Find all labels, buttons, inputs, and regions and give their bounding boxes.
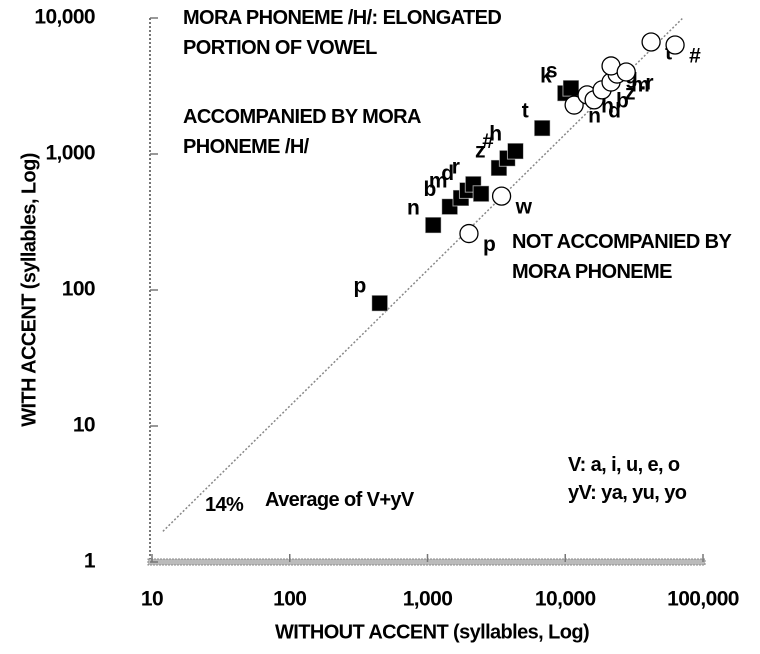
point-label: t [522,100,529,123]
y-tick-label: 10,000 [34,6,95,29]
point [371,294,389,312]
point-label: d [441,162,453,185]
x-axis [147,558,706,566]
point [665,35,685,55]
x-axis-label: WITHOUT ACCENT (syllables, Log) [275,621,589,643]
y-tick-label: 1,000 [45,142,95,165]
y-tick-label: 1 [84,550,96,573]
point-label: b [616,89,628,112]
x-tick-label: 100 [273,588,306,611]
point [533,119,551,137]
point [616,62,636,82]
point-label: m [631,74,649,97]
point-label: k [540,65,552,88]
point [562,79,580,97]
y-tick-label: 10 [73,414,95,437]
legend-label: NOT ACCOMPANIED BY MORA PHONEME [512,231,731,283]
point-label: p [483,233,495,256]
point-label: s [546,60,557,83]
point [424,216,442,234]
y-axis-label: WITH ACCENT (syllables, Log) [18,153,40,427]
point [564,95,584,115]
y-tick-label: 100 [62,278,95,301]
point-label: n [407,197,419,220]
annotation: Average of V+yV [265,489,414,511]
point [641,32,661,52]
point-label: z [475,139,485,162]
annotation: yV: ya, yu, yo [568,482,687,504]
point-label: n [588,105,600,128]
point-label: # [482,130,494,153]
point-label: m [429,170,447,193]
point-label: r [452,156,460,179]
point-label: w [515,196,533,219]
annotation: V: a, i, u, e, o [568,454,680,476]
x-tick-label: 10 [141,588,163,611]
point [472,185,490,203]
point [491,186,512,206]
x-tick-label: 1,000 [403,588,453,611]
point [506,142,524,160]
point-label: z [625,82,635,105]
point-label: p [353,275,365,298]
point-label: t [665,42,672,65]
point-label: h [489,123,501,146]
point-label: d [608,99,620,122]
point-label: .r [640,72,653,95]
annotation: MORA PHONEME /H/: ELONGATED PORTION OF V… [183,7,502,59]
point [459,223,479,244]
x-tick-label: 10,000 [535,588,596,611]
reference-label: 14% [205,494,244,516]
x-tick-label: 100,000 [667,588,739,611]
point-label: h [601,94,613,117]
legend-label: ACCOMPANIED BY MORA PHONEME /H/ [183,106,421,158]
point-label: # [689,45,701,68]
point-label: b [423,178,435,201]
